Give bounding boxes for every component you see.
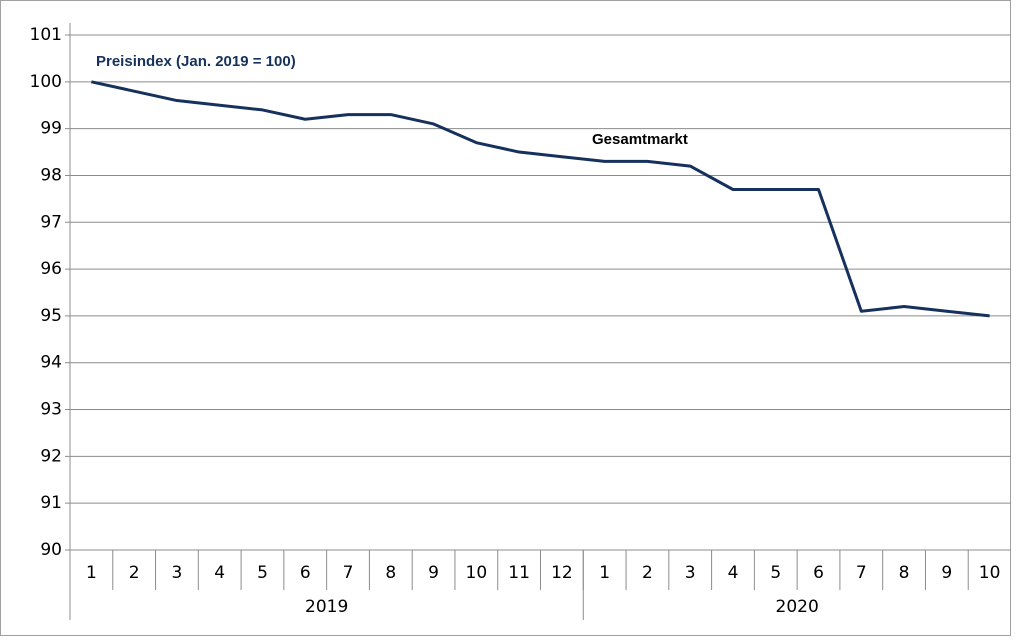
y-tick-label: 100 — [30, 72, 62, 92]
x-tick-label: 1 — [599, 563, 610, 583]
x-tick-label: 5 — [257, 563, 268, 583]
x-tick-label: 10 — [979, 563, 1001, 583]
x-group-label: 2020 — [776, 597, 819, 617]
y-tick-label: 92 — [40, 446, 62, 466]
x-tick-label: 11 — [508, 563, 530, 583]
y-tick-label: 98 — [40, 165, 62, 185]
data-line — [91, 80, 990, 318]
y-tick-label: 95 — [40, 306, 62, 326]
x-tick-label: 4 — [728, 563, 739, 583]
y-tick-label: 96 — [40, 259, 62, 279]
x-tick-label: 9 — [941, 563, 952, 583]
x-tick-label: 7 — [856, 563, 867, 583]
chart-title: Preisindex (Jan. 2019 = 100) — [96, 53, 296, 70]
y-tick-label: 99 — [40, 119, 62, 139]
x-tick-label: 8 — [385, 563, 396, 583]
x-tick-label: 3 — [172, 563, 183, 583]
x-tick-label: 6 — [813, 563, 824, 583]
x-group-label: 2019 — [305, 597, 348, 617]
x-tick-label: 3 — [685, 563, 696, 583]
x-tick-label: 2 — [642, 563, 653, 583]
x-tick-label: 9 — [428, 563, 439, 583]
x-tick-label: 4 — [214, 563, 225, 583]
y-tick-label: 90 — [40, 540, 62, 560]
y-tick-label: 93 — [40, 400, 62, 420]
x-tick-label: 7 — [343, 563, 354, 583]
x-tick-label: 2 — [129, 563, 140, 583]
x-tick-label: 8 — [899, 563, 910, 583]
x-tick-label: 1 — [86, 563, 97, 583]
annotation: Gesamtmarkt — [592, 131, 688, 148]
x-tick-label: 12 — [551, 563, 573, 583]
y-tick-label: 97 — [40, 212, 62, 232]
x-tick-label: 5 — [770, 563, 781, 583]
y-tick-label: 94 — [40, 353, 62, 373]
x-tick-label: 10 — [466, 563, 488, 583]
x-tick-label: 6 — [300, 563, 311, 583]
y-tick-label: 101 — [30, 25, 62, 45]
y-tick-label: 91 — [40, 493, 62, 513]
